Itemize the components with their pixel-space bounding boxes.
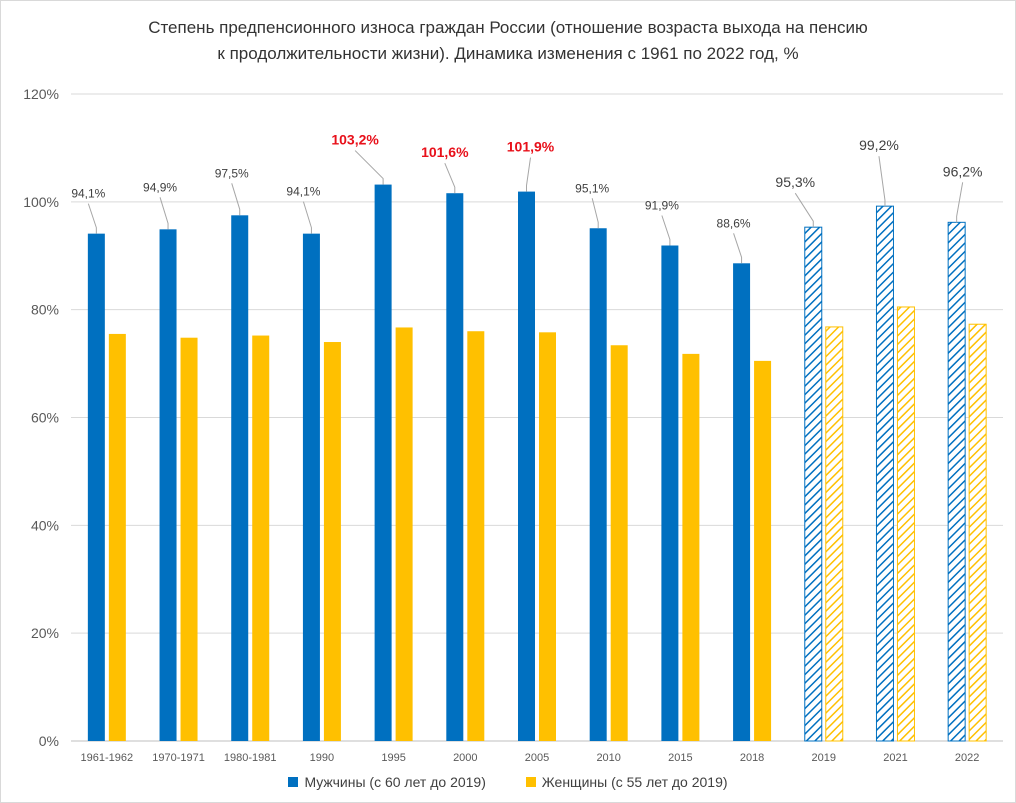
data-label-men: 103,2%: [331, 132, 379, 148]
data-label-men: 96,2%: [943, 163, 983, 179]
bar-men: [661, 245, 679, 741]
data-label-leader: [302, 201, 312, 234]
y-tick-label: 0%: [39, 733, 59, 749]
x-tick-label: 2019: [812, 752, 836, 764]
x-tick-label: 1970-1971: [152, 752, 205, 764]
legend-swatch-women: [525, 777, 536, 787]
data-label-men: 99,2%: [859, 137, 899, 153]
data-label-men: 94,1%: [286, 185, 320, 199]
grid-layer: 0% 20% 40% 60% 80% 100% 120%: [23, 86, 1003, 749]
chart-title-line-2: к продолжительности жизни). Динамика изм…: [217, 44, 799, 63]
bar-women: [180, 337, 198, 741]
legend-item-men: Мужчины (с 60 лет до 2019): [288, 774, 486, 790]
data-label-leader: [444, 163, 456, 194]
bar-women: [323, 342, 341, 741]
bar-men: [231, 215, 249, 741]
data-label-leader: [661, 215, 671, 246]
data-label-men: 97,5%: [215, 166, 249, 180]
legend-label-men: Мужчины (с 60 лет до 2019): [304, 774, 486, 790]
data-label-leader: [956, 182, 964, 223]
bars-layer: [87, 184, 987, 742]
bar-women: [539, 332, 556, 741]
x-tick-label: 2018: [740, 752, 764, 764]
data-label-men: 94,1%: [71, 187, 105, 201]
bar-men: [159, 229, 177, 742]
bar-men: [518, 191, 535, 741]
chart-title-line-1: Степень предпенсионного износа граждан Р…: [148, 18, 868, 37]
data-label-men: 95,3%: [775, 174, 815, 190]
data-label-leader: [231, 183, 241, 216]
chart-title: Степень предпенсионного износа граждан Р…: [1, 15, 1015, 67]
bar-women: [754, 360, 772, 741]
y-tick-label: 40%: [31, 517, 59, 533]
bar-men: [87, 233, 105, 741]
x-tick-label: 2000: [453, 752, 477, 764]
data-label-men: 88,6%: [717, 216, 751, 230]
bar-women: [610, 345, 628, 741]
bar-men: [947, 221, 966, 742]
data-label-men: 101,6%: [421, 144, 469, 160]
x-tick-label: 2021: [883, 752, 907, 764]
bar-women: [395, 327, 413, 741]
bar-men: [374, 184, 392, 741]
legend-label-women: Женщины (с 55 лет до 2019): [541, 774, 728, 790]
data-label-men: 94,9%: [143, 180, 177, 194]
legend: Мужчины (с 60 лет до 2019) Женщины (с 55…: [1, 774, 1015, 790]
x-tick-label: 1980-1981: [224, 752, 277, 764]
data-label-leader: [591, 198, 599, 229]
bar-men: [733, 263, 751, 741]
y-tick-label: 60%: [31, 410, 59, 426]
x-tick-label: 2015: [668, 752, 692, 764]
bar-men: [446, 193, 464, 741]
legend-swatch-men: [288, 777, 299, 787]
x-tick-label: 2022: [955, 752, 979, 764]
data-label-men: 95,1%: [575, 181, 609, 195]
x-tick-label: 2005: [525, 752, 549, 764]
bar-women: [682, 353, 700, 741]
data-label-leader: [526, 157, 531, 192]
labels-layer: 1961-1962 94,1% 1970-1971 94,9% 1980-1981 97,…: [71, 132, 982, 764]
y-tick-label: 100%: [23, 194, 59, 210]
bar-women: [968, 323, 987, 742]
data-label-leader: [794, 192, 814, 228]
data-label-men: 91,9%: [645, 199, 679, 213]
y-tick-label: 120%: [23, 86, 59, 102]
data-label-leader: [159, 197, 169, 230]
bar-men: [875, 205, 894, 742]
bar-women: [467, 331, 485, 741]
data-label-leader: [878, 156, 886, 207]
bar-men: [589, 228, 607, 741]
x-tick-label: 1995: [381, 752, 405, 764]
x-tick-label: 1990: [310, 752, 334, 764]
data-label-men: 101,9%: [507, 139, 555, 155]
x-tick-label: 2010: [596, 752, 620, 764]
bar-men: [804, 226, 823, 742]
y-tick-label: 80%: [31, 302, 59, 318]
x-tick-label: 1961-1962: [81, 752, 134, 764]
data-label-leader: [354, 150, 384, 185]
bar-women: [252, 335, 270, 741]
bar-women: [108, 333, 126, 741]
bar-women: [825, 326, 844, 742]
y-tick-label: 20%: [31, 625, 59, 641]
bar-men: [302, 233, 320, 741]
data-label-leader: [733, 233, 743, 264]
legend-item-women: Женщины (с 55 лет до 2019): [525, 774, 728, 790]
bar-women: [896, 306, 915, 742]
bar-chart: 0% 20% 40% 60% 80% 100% 120% 1961-1962 94,1% 197…: [23, 86, 1003, 764]
data-label-leader: [87, 203, 97, 234]
